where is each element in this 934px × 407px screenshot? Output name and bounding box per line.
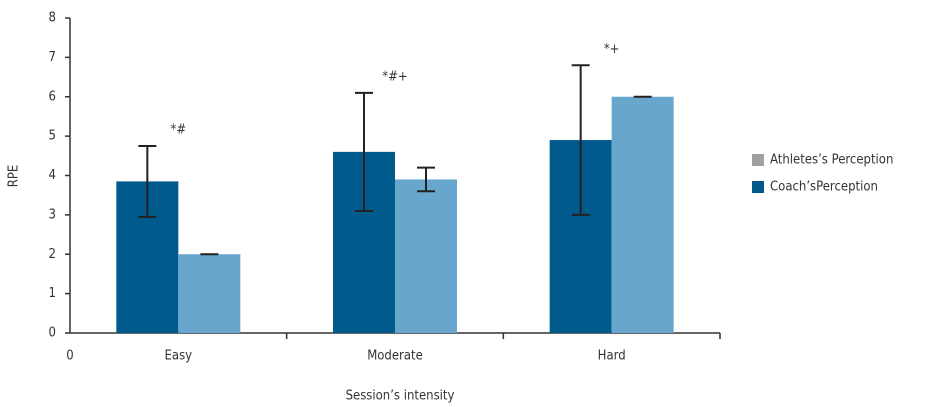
- x-tick-label: Hard: [598, 349, 626, 364]
- x-axis-title: Session’s intensity: [346, 389, 455, 404]
- x-tick-label: Easy: [165, 349, 193, 364]
- x-origin-label: 0: [66, 349, 73, 364]
- y-tick-label: 4: [49, 168, 56, 183]
- y-tick-label: 1: [49, 286, 56, 301]
- legend-label: Coach’sPerception: [770, 180, 878, 195]
- y-axis-title: RPE: [7, 165, 22, 188]
- annotation: *+: [604, 42, 620, 57]
- annotation: *#+: [382, 69, 407, 84]
- error-bar: [355, 91, 373, 212]
- error-bar: [417, 166, 435, 193]
- y-tick-label: 0: [49, 326, 56, 341]
- y-tick-label: 8: [49, 11, 56, 26]
- y-tick-label: 3: [49, 207, 56, 222]
- y-tick-label: 6: [49, 89, 56, 104]
- legend-swatch: [752, 154, 764, 166]
- x-tick-label: Moderate: [367, 349, 423, 364]
- bar: [178, 254, 241, 333]
- annotation: *#: [171, 122, 187, 137]
- error-bar: [571, 64, 590, 216]
- legend-swatch: [752, 181, 764, 193]
- error-bar: [138, 144, 157, 218]
- y-tick-label: 2: [49, 247, 56, 262]
- bar: [611, 96, 674, 333]
- y-tick-label: 7: [49, 50, 56, 65]
- y-tick-label: 5: [49, 129, 56, 144]
- legend-label: Athletes’s Perception: [770, 153, 893, 168]
- bar: [395, 179, 457, 333]
